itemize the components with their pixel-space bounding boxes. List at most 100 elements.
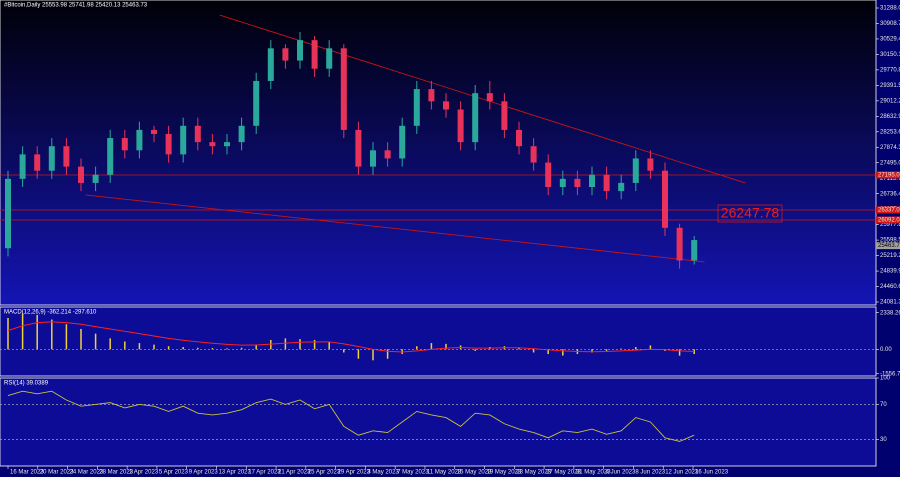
candle-body xyxy=(78,166,84,183)
candle-body xyxy=(340,48,347,130)
rsi-title: RSI(14) 39.0389 xyxy=(4,381,49,387)
y-tick-label: 28253.60 xyxy=(880,129,900,135)
trend-line xyxy=(219,14,746,184)
macd-tick-label: -1556.707 xyxy=(880,371,900,377)
candle-body xyxy=(238,125,245,143)
level-label: 26337.00 xyxy=(878,208,900,214)
x-tick-label: 25 Apr 2023 xyxy=(308,470,341,476)
y-tick-label: 26736.40 xyxy=(880,191,900,197)
level-tag xyxy=(876,171,900,179)
x-tick-label: 11 May 2023 xyxy=(427,470,462,476)
candle-body xyxy=(384,150,391,159)
level-tag xyxy=(876,216,900,224)
candle-body xyxy=(151,129,157,134)
candle-body xyxy=(530,146,537,163)
annotation: 26247.78 xyxy=(721,205,780,221)
candle-body xyxy=(209,142,216,147)
candle-body xyxy=(224,142,230,147)
candle-body xyxy=(194,125,201,143)
price-panel xyxy=(0,0,877,306)
candle-body xyxy=(443,101,449,110)
y-tick-label: 25598.50 xyxy=(880,238,900,244)
candle-body xyxy=(267,48,274,81)
candle-body xyxy=(691,240,698,261)
candle-body xyxy=(486,93,493,102)
x-tick-label: 5 Apr 2023 xyxy=(159,470,189,476)
y-tick-label: 30529.40 xyxy=(880,37,900,43)
x-tick-label: 15 May 2023 xyxy=(457,470,492,476)
x-tick-label: 28 Mar 2023 xyxy=(99,470,133,476)
candle-body xyxy=(516,129,522,147)
y-tick-label: 27495.00 xyxy=(880,160,900,166)
level-label: 26092.00 xyxy=(878,218,900,224)
price-tag xyxy=(876,242,900,250)
candle-body xyxy=(34,154,41,171)
candle-body xyxy=(253,80,260,126)
candle-body xyxy=(5,178,11,249)
level-tag xyxy=(876,206,900,214)
candle-body xyxy=(180,125,187,155)
rsi-tick-label: 100 xyxy=(880,376,891,382)
candle-body xyxy=(647,158,654,171)
x-tick-label: 24 Mar 2023 xyxy=(70,470,104,476)
candle-body xyxy=(559,178,566,188)
x-tick-label: 7 May 2023 xyxy=(397,470,429,476)
x-tick-label: 17 Apr 2023 xyxy=(248,470,281,476)
macd-signal xyxy=(7,321,695,353)
candle-body xyxy=(428,89,435,102)
level-label: 27195.00 xyxy=(878,173,900,179)
candle-body xyxy=(311,40,318,69)
candle-body xyxy=(632,158,639,183)
x-tick-label: 21 Apr 2023 xyxy=(278,470,311,476)
candle-body xyxy=(297,40,303,61)
candle-body xyxy=(603,174,610,192)
candle-body xyxy=(136,129,143,151)
candle-body xyxy=(121,138,128,151)
candle-body xyxy=(545,162,552,188)
chart-title: #Bitcoin,Daily 25553.98 25741.98 25420.1… xyxy=(4,3,148,9)
y-tick-label: 30150.10 xyxy=(880,52,900,58)
x-tick-label: 12 Jun 2023 xyxy=(665,470,699,476)
candle-body xyxy=(92,174,99,183)
rsi-panel xyxy=(0,377,877,467)
candle-body xyxy=(107,138,114,175)
x-tick-label: 1 Apr 2023 xyxy=(129,470,159,476)
candle-body xyxy=(413,89,420,126)
y-tick-label: 25219.20 xyxy=(880,253,900,259)
y-tick-label: 24081.30 xyxy=(880,300,900,306)
price-tag-label: 25463.73 xyxy=(878,243,900,249)
x-tick-label: 8 Jun 2023 xyxy=(635,470,665,476)
macd-tick-label: 2338.264 xyxy=(880,310,900,316)
annotation-box xyxy=(717,204,783,223)
x-tick-label: 4 Jun 2023 xyxy=(606,470,636,476)
x-tick-label: 29 Apr 2023 xyxy=(338,470,371,476)
x-tick-label: 16 Mar 2023 xyxy=(10,470,44,476)
candle-body xyxy=(472,93,479,143)
y-tick-label: 29391.50 xyxy=(880,83,900,89)
candle-body xyxy=(48,146,55,171)
x-tick-label: 13 Apr 2023 xyxy=(218,470,251,476)
x-tick-label: 16 Jun 2023 xyxy=(695,470,729,476)
x-tick-label: 27 May 2023 xyxy=(546,470,581,476)
x-tick-label: 23 May 2023 xyxy=(516,470,551,476)
x-tick-label: 9 Apr 2023 xyxy=(189,470,219,476)
rsi-tick-label: 70 xyxy=(880,402,887,408)
x-tick-label: 19 May 2023 xyxy=(487,470,522,476)
candle-body xyxy=(618,182,625,192)
candle-body xyxy=(662,170,668,228)
y-tick-label: 27115.70 xyxy=(880,176,900,182)
y-tick-label: 31288.00 xyxy=(880,6,900,12)
candle-body xyxy=(589,174,595,188)
y-tick-label: 25977.80 xyxy=(880,222,900,228)
macd-tick-label: 0.00 xyxy=(880,347,892,353)
y-tick-label: 28632.90 xyxy=(880,114,900,120)
rsi-tick-label: 30 xyxy=(880,437,887,443)
y-tick-label: 24839.90 xyxy=(880,269,900,275)
candle-body xyxy=(676,227,683,261)
candle-body xyxy=(326,48,333,69)
y-tick-label: 27874.30 xyxy=(880,145,900,151)
candle-body xyxy=(501,101,508,130)
x-tick-label: 31 May 2023 xyxy=(576,470,611,476)
x-tick-label: 3 May 2023 xyxy=(367,470,399,476)
